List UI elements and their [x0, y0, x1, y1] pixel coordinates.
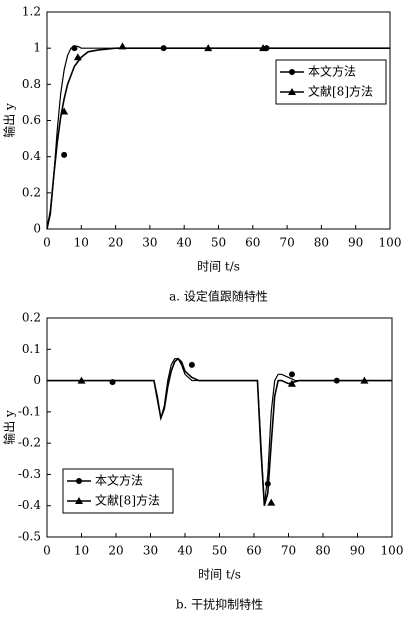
x-tick-label: 50 — [212, 544, 227, 558]
x-tick-label: 60 — [245, 236, 260, 250]
legend-label: 文献[8]方法 — [308, 84, 373, 99]
legend-marker — [289, 69, 295, 75]
y-tick-label: 0.2 — [22, 311, 41, 325]
x-tick-label: 30 — [142, 236, 157, 250]
marker — [118, 42, 127, 50]
x-tick-label: 10 — [74, 544, 89, 558]
marker — [77, 376, 86, 384]
marker — [360, 376, 369, 384]
marker — [288, 371, 295, 378]
y-tick-label: -0.1 — [18, 404, 41, 418]
x-axis-label: 时间 t/s — [197, 260, 240, 274]
marker — [267, 498, 276, 506]
marker — [287, 379, 296, 387]
legend-box — [275, 59, 387, 105]
x-tick-label: 50 — [211, 236, 226, 250]
series-line — [46, 47, 390, 230]
x-tick-label: 100 — [381, 544, 404, 558]
series-line — [47, 357, 392, 506]
plot-frame — [46, 11, 391, 230]
y-axis-label: 输出 y — [2, 103, 17, 138]
legend-marker — [75, 497, 83, 504]
marker — [188, 361, 195, 368]
marker — [61, 151, 68, 158]
x-tick-label: 80 — [315, 544, 330, 558]
x-tick-label: 90 — [348, 236, 363, 250]
y-tick-label: -0.3 — [18, 467, 41, 481]
x-tick-label: 20 — [108, 236, 123, 250]
x-tick-label: 90 — [350, 544, 365, 558]
legend-label: 本文方法 — [95, 473, 143, 488]
y-tick-label: 1.2 — [22, 5, 41, 19]
y-tick-label: 0 — [33, 373, 41, 387]
legend-marker — [288, 88, 296, 95]
x-tick-label: 10 — [74, 236, 89, 250]
x-tick-label: 40 — [177, 236, 192, 250]
y-tick-label: 1 — [33, 41, 41, 55]
x-tick-label: 0 — [43, 236, 51, 250]
y-tick-label: 0.4 — [22, 149, 41, 163]
y-axis-label: 输出 y — [2, 410, 17, 445]
x-tick-label: 40 — [177, 544, 192, 558]
x-tick-label: 100 — [379, 236, 402, 250]
marker — [71, 45, 78, 52]
y-tick-label: -0.2 — [18, 436, 41, 450]
y-tick-label: 0.6 — [22, 113, 41, 127]
y-tick-label: 0.2 — [22, 185, 41, 199]
x-tick-label: 70 — [279, 236, 294, 250]
legend-marker — [76, 478, 82, 484]
y-tick-label: 0.8 — [22, 77, 41, 91]
y-tick-label: 0.1 — [22, 342, 41, 356]
caption: a. 设定值跟随特性 — [169, 289, 268, 304]
x-axis-label: 时间 t/s — [198, 568, 241, 582]
marker — [73, 53, 82, 61]
caption: b. 干扰抑制特性 — [176, 597, 263, 612]
x-tick-label: 60 — [246, 544, 261, 558]
legend-label: 本文方法 — [308, 64, 356, 79]
legend-box — [62, 468, 174, 514]
legend-label: 文献[8]方法 — [95, 493, 160, 508]
y-tick-label: -0.5 — [18, 530, 41, 544]
y-tick-label: 0 — [33, 222, 41, 236]
marker — [204, 44, 213, 52]
x-tick-label: 30 — [143, 544, 158, 558]
x-tick-label: 80 — [314, 236, 329, 250]
x-tick-label: 20 — [108, 544, 123, 558]
y-tick-label: -0.4 — [18, 498, 42, 512]
x-tick-label: 70 — [281, 544, 296, 558]
marker — [259, 44, 268, 52]
marker — [60, 107, 69, 115]
x-tick-label: 0 — [43, 544, 51, 558]
